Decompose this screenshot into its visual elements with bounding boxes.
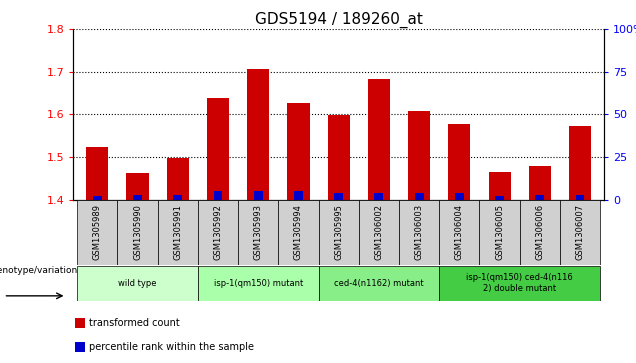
- Bar: [294, 191, 303, 200]
- Bar: [127, 173, 149, 200]
- Text: GSM1306003: GSM1306003: [415, 204, 424, 260]
- Bar: [319, 200, 359, 265]
- Text: transformed count: transformed count: [89, 318, 179, 328]
- Bar: [207, 98, 229, 200]
- Bar: [75, 342, 85, 352]
- Bar: [158, 200, 198, 265]
- Text: GSM1306004: GSM1306004: [455, 204, 464, 260]
- Bar: [238, 200, 279, 265]
- Text: GSM1305993: GSM1305993: [254, 204, 263, 260]
- Bar: [536, 195, 544, 200]
- Text: GSM1306006: GSM1306006: [536, 204, 544, 260]
- Text: GSM1306002: GSM1306002: [375, 204, 384, 260]
- Bar: [247, 69, 269, 200]
- Text: percentile rank within the sample: percentile rank within the sample: [89, 342, 254, 352]
- Text: isp-1(qm150) ced-4(n116
2) double mutant: isp-1(qm150) ced-4(n116 2) double mutant: [466, 273, 573, 293]
- Bar: [368, 79, 390, 200]
- Bar: [254, 191, 263, 200]
- Bar: [520, 200, 560, 265]
- Bar: [287, 103, 310, 200]
- Bar: [480, 200, 520, 265]
- Bar: [198, 266, 319, 301]
- Bar: [529, 166, 551, 200]
- Bar: [279, 200, 319, 265]
- Text: GSM1306007: GSM1306007: [576, 204, 584, 260]
- Bar: [375, 193, 384, 200]
- Bar: [77, 200, 118, 265]
- Text: GSM1305990: GSM1305990: [133, 204, 142, 260]
- Text: GSM1306005: GSM1306005: [495, 204, 504, 260]
- Text: GSM1305992: GSM1305992: [214, 204, 223, 260]
- Bar: [75, 318, 85, 328]
- Bar: [415, 193, 424, 200]
- Bar: [93, 196, 102, 200]
- Bar: [328, 115, 350, 200]
- Bar: [448, 124, 471, 200]
- Bar: [560, 200, 600, 265]
- Bar: [335, 193, 343, 200]
- Bar: [118, 200, 158, 265]
- Text: GSM1305994: GSM1305994: [294, 204, 303, 260]
- Text: wild type: wild type: [118, 279, 156, 287]
- Bar: [455, 193, 464, 200]
- Bar: [214, 191, 223, 200]
- Bar: [495, 196, 504, 200]
- Bar: [319, 266, 439, 301]
- Text: isp-1(qm150) mutant: isp-1(qm150) mutant: [214, 279, 303, 287]
- Bar: [439, 200, 480, 265]
- Bar: [569, 126, 591, 200]
- Text: GSM1305995: GSM1305995: [334, 204, 343, 260]
- Bar: [408, 111, 430, 200]
- Bar: [86, 147, 108, 200]
- Bar: [576, 195, 584, 200]
- Bar: [174, 195, 182, 200]
- Bar: [167, 158, 189, 200]
- Bar: [77, 266, 198, 301]
- Bar: [133, 195, 142, 200]
- Bar: [488, 172, 511, 200]
- Text: GSM1305991: GSM1305991: [173, 204, 183, 260]
- Bar: [439, 266, 600, 301]
- Bar: [198, 200, 238, 265]
- Text: GSM1305989: GSM1305989: [93, 204, 102, 260]
- Bar: [359, 200, 399, 265]
- Text: ced-4(n1162) mutant: ced-4(n1162) mutant: [334, 279, 424, 287]
- Title: GDS5194 / 189260_at: GDS5194 / 189260_at: [255, 12, 422, 28]
- Bar: [399, 200, 439, 265]
- Text: genotype/variation: genotype/variation: [0, 266, 78, 275]
